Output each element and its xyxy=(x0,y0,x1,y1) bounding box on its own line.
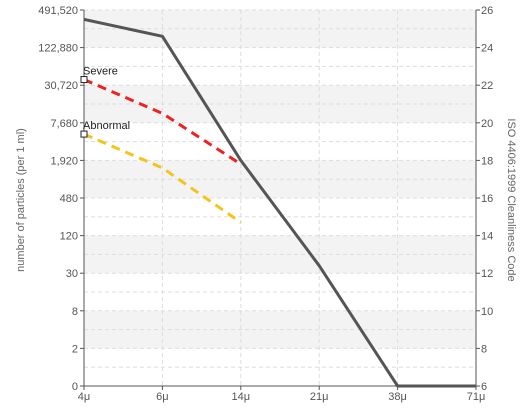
y-tick-right: 12 xyxy=(481,268,493,280)
y-tick-left: 122,880 xyxy=(38,43,78,55)
y-tick-right: 16 xyxy=(481,193,493,205)
y-tick-left: 30,720 xyxy=(44,80,78,92)
y-tick-left: 0 xyxy=(72,381,78,393)
y-tick-right: 26 xyxy=(481,5,493,17)
y-tick-right: 6 xyxy=(481,381,487,393)
y-tick-left: 8 xyxy=(72,306,78,318)
series-labels: Severe Abnormal xyxy=(80,66,130,138)
gridlines xyxy=(83,9,477,387)
y-tick-left: 491,520 xyxy=(38,5,78,17)
severe-label: Severe xyxy=(83,66,118,78)
y-tick-right: 24 xyxy=(481,43,493,55)
x-tick: 71μ xyxy=(467,391,486,403)
x-ticks: 4μ 6μ 14μ 21μ 38μ 71μ xyxy=(78,386,486,403)
x-tick: 21μ xyxy=(310,391,329,403)
y-tick-right: 20 xyxy=(481,118,493,130)
x-tick: 14μ xyxy=(232,391,251,403)
x-tick: 6μ xyxy=(156,391,168,403)
y-tick-left: 120 xyxy=(60,231,78,243)
x-tick: 38μ xyxy=(388,391,407,403)
left-ticks: 0 2 8 30 120 480 1,920 7,680 30,720 122,880 491,52… xyxy=(38,5,84,393)
y-tick-right: 14 xyxy=(481,231,493,243)
severe-marker xyxy=(80,76,88,84)
y-tick-left: 2 xyxy=(72,343,78,355)
y-tick-left: 7,680 xyxy=(50,118,78,130)
y-axis-left-title: number of particles (per 1 ml) xyxy=(15,128,27,272)
x-tick: 4μ xyxy=(78,391,90,403)
right-ticks: 6 8 10 12 14 16 18 20 22 24 26 xyxy=(476,5,493,393)
y-tick-right: 18 xyxy=(481,155,493,167)
y-tick-left: 1,920 xyxy=(50,155,78,167)
abnormal-marker xyxy=(80,130,88,138)
y-tick-right: 10 xyxy=(481,306,493,318)
y-tick-left: 30 xyxy=(66,268,78,280)
particle-count-line xyxy=(83,17,476,388)
y-tick-right: 8 xyxy=(481,343,487,355)
y-tick-left: 480 xyxy=(60,193,78,205)
abnormal-label: Abnormal xyxy=(83,120,130,132)
y-tick-right: 22 xyxy=(481,80,493,92)
y-axis-right-title: ISO 4406:1999 Cleanliness Code xyxy=(505,118,517,281)
